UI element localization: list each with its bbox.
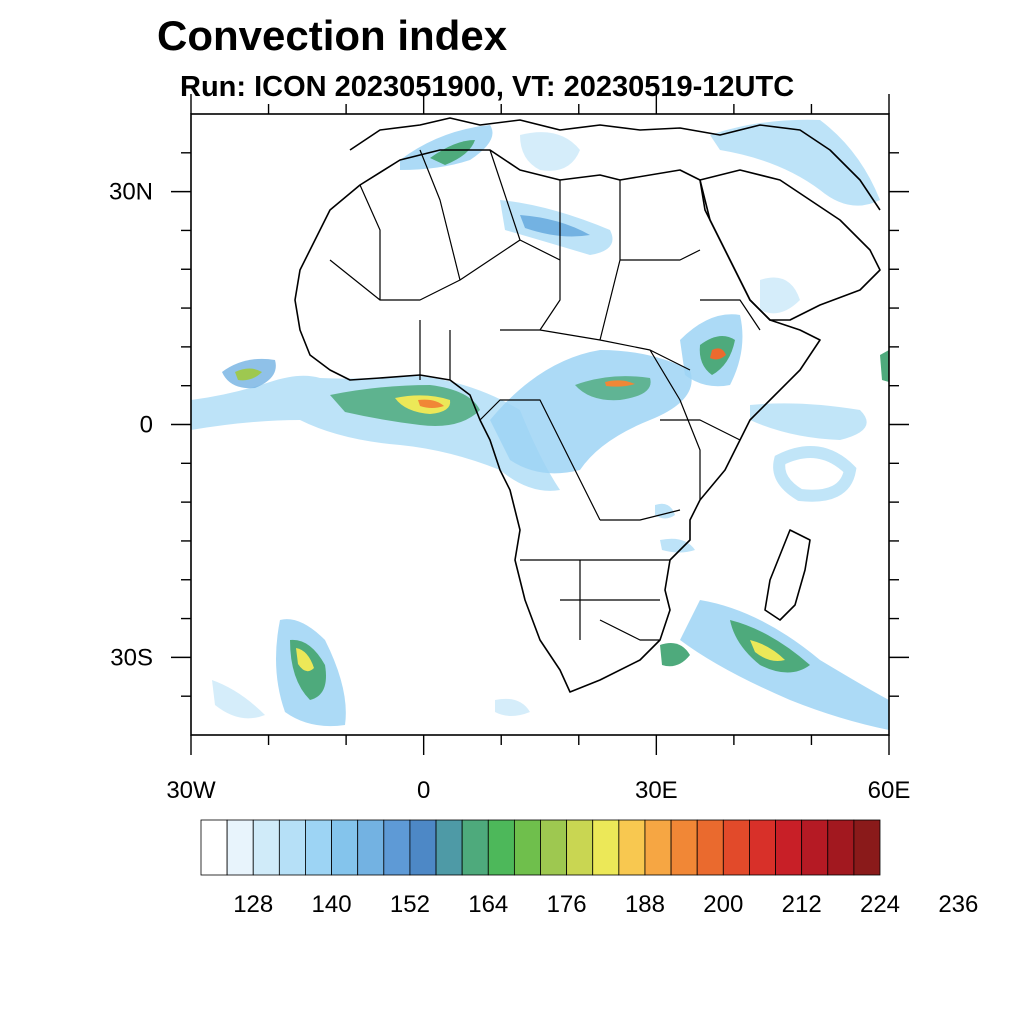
colorbar-swatch <box>383 819 411 876</box>
colorbar-swatch <box>278 819 306 876</box>
convection-core-central-africa <box>575 376 651 401</box>
convection-band-north-africa <box>520 132 580 171</box>
convection-cell-southwest <box>212 680 265 719</box>
convection-core-sahara <box>520 215 590 237</box>
convection-band-turkey <box>710 119 880 206</box>
convection-max-guinea <box>418 399 444 408</box>
colorbar-swatch <box>252 819 280 876</box>
lon-tick-label: 0 <box>417 777 430 804</box>
colorbar-label: 212 <box>782 891 822 918</box>
convection-cell-east <box>880 350 889 382</box>
colorbar-swatch <box>592 819 620 876</box>
colorbar-swatch <box>670 819 698 876</box>
colorbar-label: 224 <box>860 891 900 918</box>
colorbar-swatch <box>853 819 881 876</box>
convection-band-arabia <box>760 277 800 314</box>
colorbar-label: 188 <box>625 891 665 918</box>
convection-peak-ethiopia <box>710 348 726 360</box>
colorbar-label: 128 <box>233 891 273 918</box>
colorbar-swatch <box>305 819 332 876</box>
colorbar-labels: 128 140 152 164 176 188 200 212 224 236 <box>233 891 978 918</box>
colorbar-swatch <box>513 819 541 876</box>
colorbar-swatch <box>566 819 594 876</box>
africa-coastline <box>294 149 821 693</box>
colorbar-swatch <box>749 819 776 876</box>
colorbar-swatch <box>435 819 463 876</box>
lat-tick-label: 30N <box>109 179 153 206</box>
convection-cell-south-atlantic <box>495 698 530 716</box>
axis-tick-labels: 30N 0 30S 30W 0 30E 60E <box>109 179 910 804</box>
colorbar-swatch <box>487 819 515 876</box>
colorbar-swatch <box>696 819 724 876</box>
convection-peak-central-africa <box>605 380 635 387</box>
colorbar-label: 200 <box>703 891 743 918</box>
convection-field <box>191 119 889 730</box>
lon-tick-label: 30W <box>166 777 216 804</box>
convection-core-southern-east <box>730 620 810 673</box>
colorbar-label: 176 <box>547 891 587 918</box>
mediterranean-north-coast <box>349 117 881 211</box>
map-subtitle: Run: ICON 2023051900, VT: 20230519-12UTC <box>180 71 795 103</box>
colorbar-swatch <box>357 819 385 876</box>
colorbar-swatch <box>644 819 672 876</box>
colorbar-label: 152 <box>390 891 430 918</box>
convection-peak-southern-east <box>750 640 785 661</box>
colorbar-swatch <box>226 819 254 876</box>
coastlines-and-borders <box>294 117 881 693</box>
convection-peak-southern-west <box>296 648 314 672</box>
colorbar-label: 236 <box>938 891 978 918</box>
convection-core-west <box>235 368 262 381</box>
colorbar-swatch <box>540 819 568 876</box>
colorbar-swatch <box>722 819 750 876</box>
colorbar-swatch <box>461 819 489 876</box>
lon-tick-label: 60E <box>868 777 911 804</box>
colorbar-swatch <box>409 819 437 876</box>
lat-tick-label: 30S <box>110 644 153 671</box>
colorbar-swatch <box>775 819 803 876</box>
colorbar-label: 140 <box>312 891 352 918</box>
convection-cell-natal <box>660 642 690 667</box>
madagascar <box>764 529 811 621</box>
lon-tick-label: 30E <box>635 777 678 804</box>
colorbar <box>200 819 881 876</box>
map-title: Convection index <box>157 12 508 59</box>
axis-ticks <box>171 94 909 755</box>
convection-cell-madagascar-channel <box>655 503 675 519</box>
convection-core-mediterranean <box>430 140 475 165</box>
convection-ring-indian-ocean <box>773 446 857 502</box>
country-borders <box>329 149 761 641</box>
colorbar-label: 164 <box>468 891 508 918</box>
colorbar-swatch <box>618 819 646 876</box>
colorbar-swatch <box>801 819 829 876</box>
convection-band-indian-ocean <box>750 403 867 440</box>
colorbar-swatch <box>331 819 359 876</box>
lat-tick-label: 0 <box>140 412 153 439</box>
convection-cell-mozambique <box>660 538 695 553</box>
colorbar-swatch <box>200 819 228 876</box>
colorbar-swatch <box>827 819 855 876</box>
arabian-peninsula <box>699 169 881 321</box>
